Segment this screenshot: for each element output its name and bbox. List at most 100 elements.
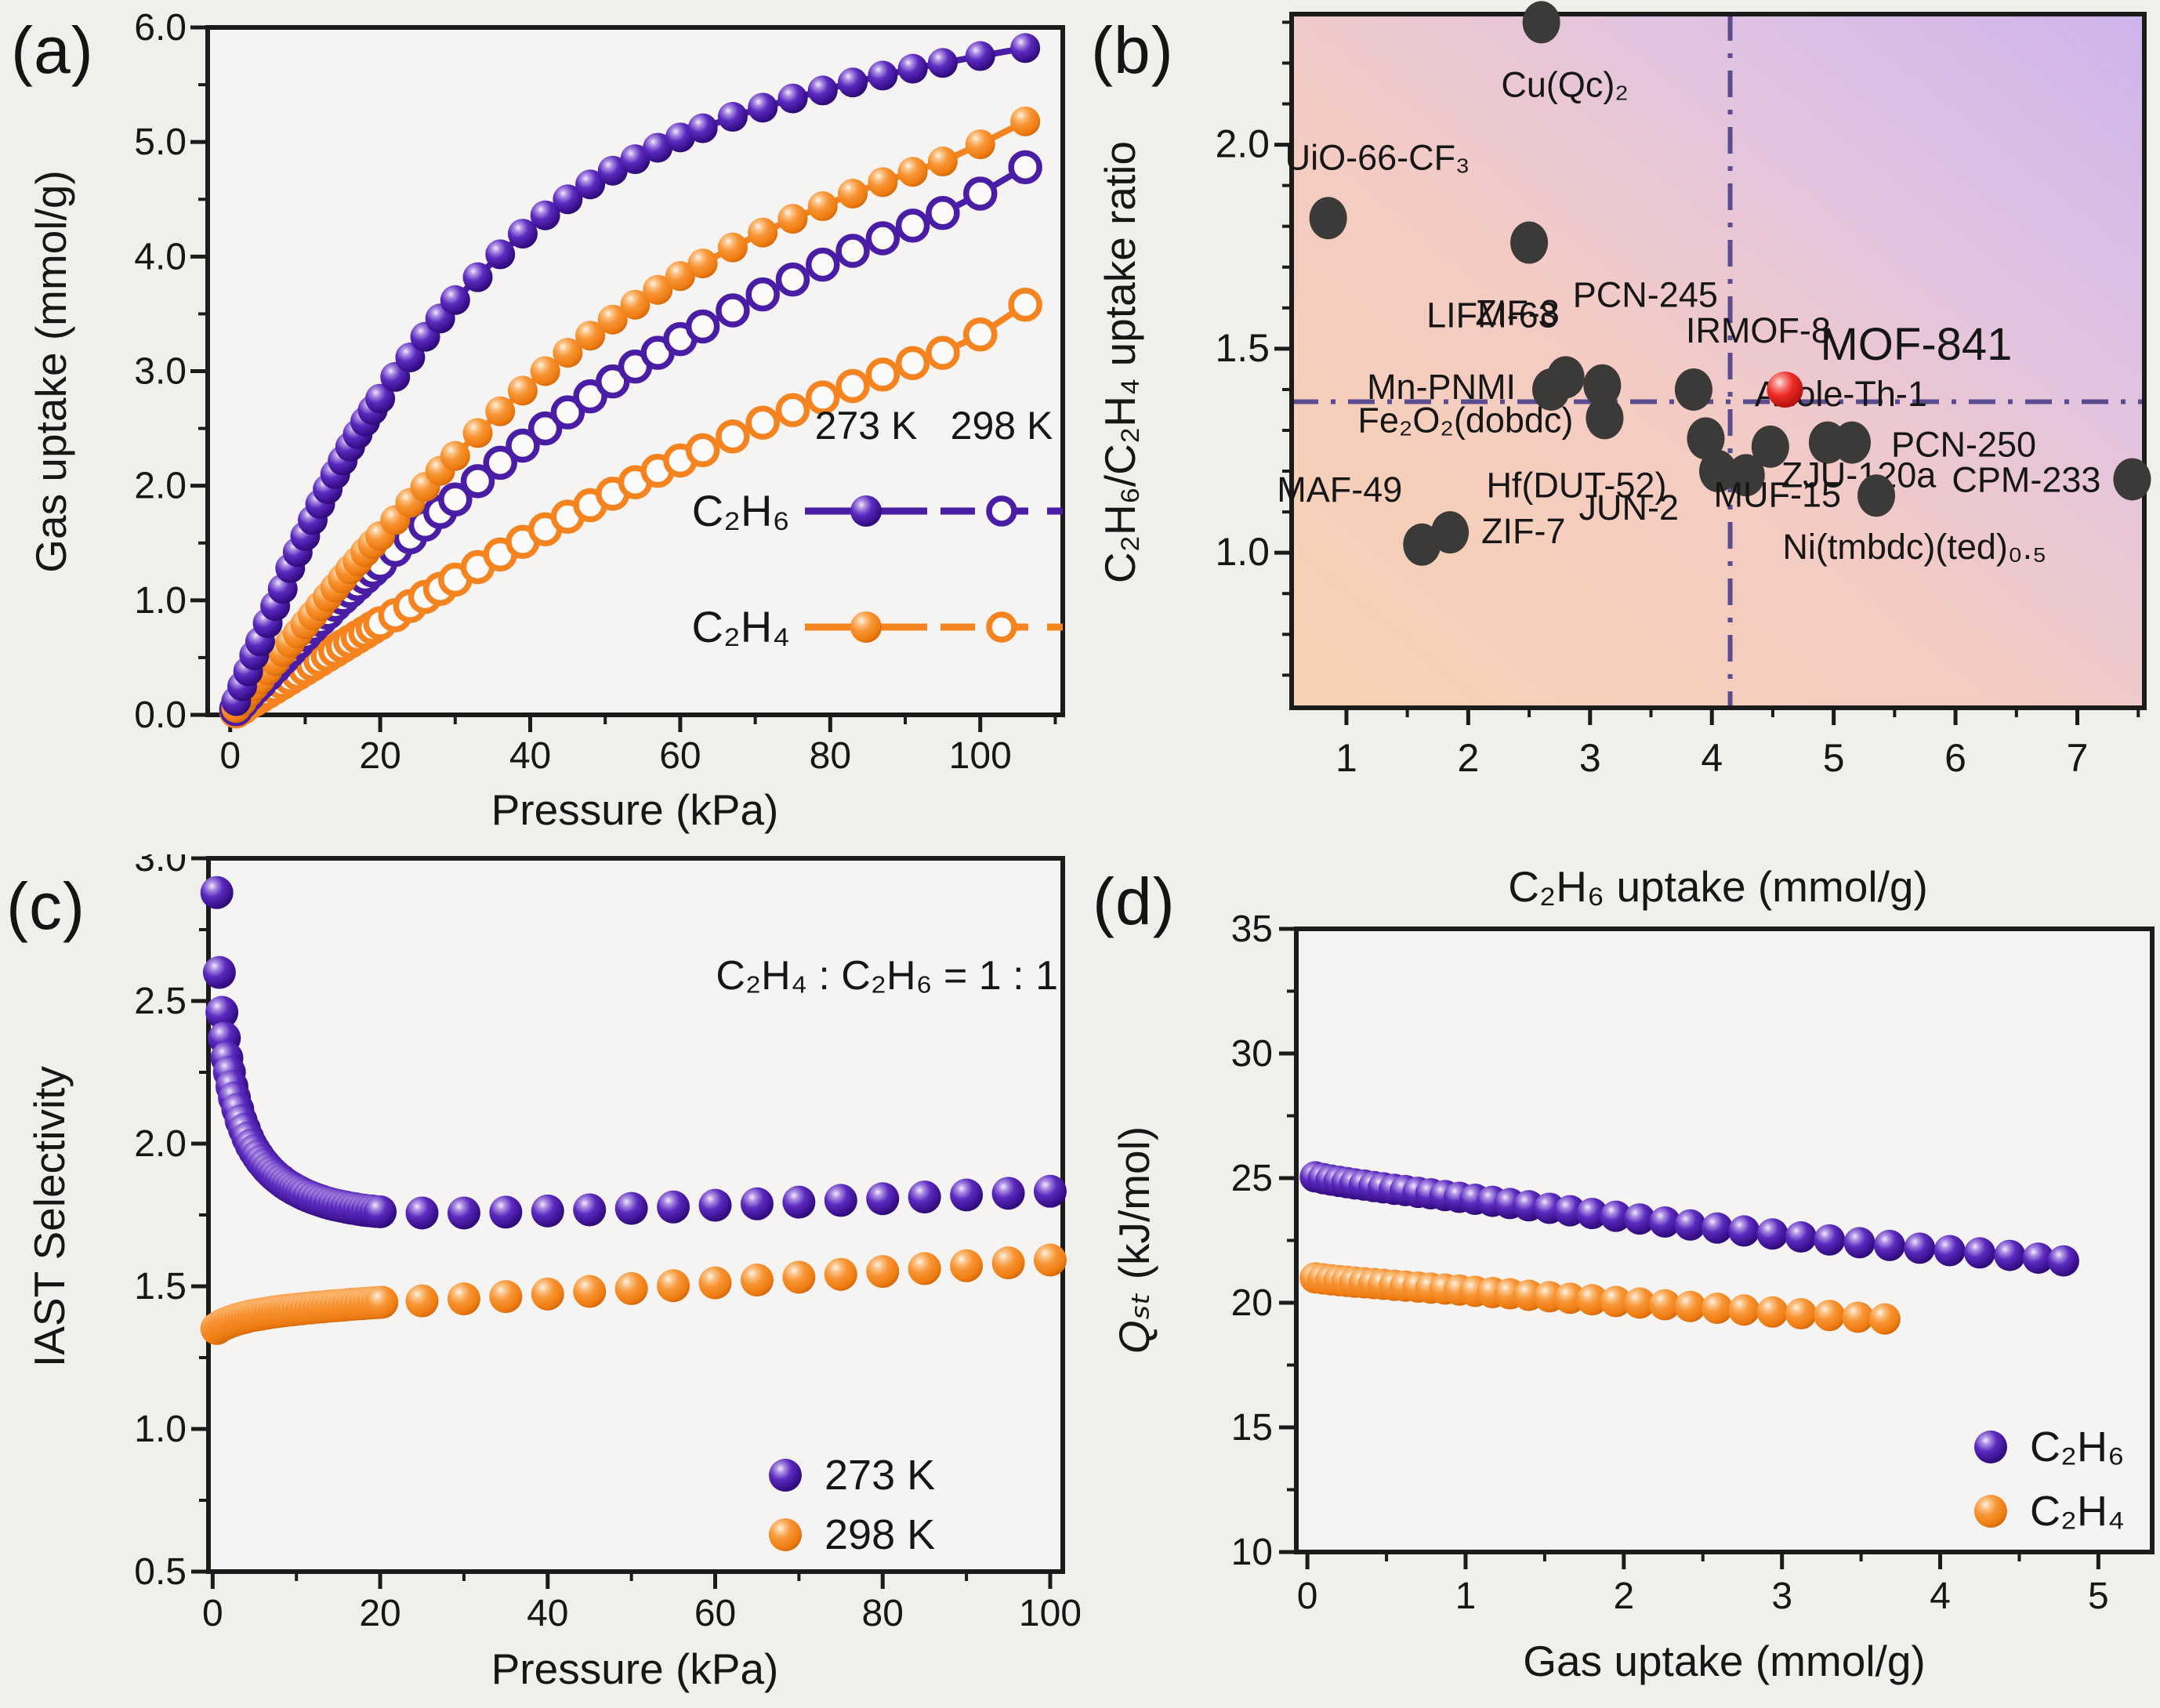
svg-text:60: 60: [659, 735, 701, 777]
svg-text:80: 80: [862, 1593, 904, 1634]
svg-text:10: 10: [1231, 1532, 1273, 1573]
svg-text:C₂H₄: C₂H₄: [692, 602, 790, 651]
svg-text:298 K: 298 K: [824, 1511, 935, 1558]
svg-text:C₂H₆: C₂H₆: [692, 486, 790, 535]
svg-text:1: 1: [1336, 736, 1357, 780]
svg-text:25: 25: [1231, 1158, 1273, 1199]
svg-text:2.0: 2.0: [134, 1123, 187, 1165]
mof-label: ZIF-8: [1475, 293, 1560, 333]
svg-text:3: 3: [1771, 1576, 1792, 1617]
svg-text:C₂H₆: C₂H₆: [2030, 1423, 2125, 1470]
mof-label: ZIF-7: [1481, 511, 1566, 551]
svg-text:20: 20: [359, 735, 400, 777]
svg-text:3.0: 3.0: [134, 854, 187, 879]
mof-label: IRMOF-8: [1686, 310, 1831, 350]
series-d-orange-filled: [1299, 1262, 1901, 1335]
svg-text:30: 30: [1231, 1033, 1273, 1075]
xlabel-b: C₂H₆ uptake (mmol/g): [1508, 862, 1928, 911]
svg-text:7: 7: [2067, 736, 2089, 780]
svg-text:1.0: 1.0: [134, 580, 187, 622]
svg-text:0: 0: [202, 1593, 223, 1634]
ylabel-b: C₂H₆/C₂H₄ uptake ratio: [1096, 141, 1144, 583]
svg-text:273 K: 273 K: [815, 404, 918, 448]
svg-text:0.0: 0.0: [134, 694, 187, 736]
series-a-purple-filled: [221, 33, 1041, 716]
svg-text:2.0: 2.0: [134, 466, 187, 507]
mof-label: UiO-66-CF₃: [1285, 137, 1470, 177]
mof-label: MAF-49: [1277, 470, 1402, 509]
axes-a: 0 20 40 60 80 100 0.0 1.0 2.0 3.0 4.0 5.0 6.0 Pressur…: [27, 7, 1065, 834]
svg-text:0: 0: [219, 735, 241, 777]
mof-label: Mn-PNMI: [1367, 367, 1516, 407]
svg-text:2.5: 2.5: [134, 981, 187, 1022]
panel-d-letter: (d): [1093, 865, 1176, 938]
svg-text:80: 80: [810, 735, 851, 777]
svg-text:6: 6: [1944, 736, 1966, 780]
series-a-orange-open: [219, 287, 1042, 729]
ylabel-c: IAST Selectivity: [25, 1065, 74, 1367]
panel-c-letter: (c): [6, 869, 85, 943]
axes-b: 1 2 3 4 5 6 7 1.0 1.5 2.0 C₂H₆ uptake (mmol/g) C₂H₆…: [1096, 12, 2147, 911]
mof-label: MUF-15: [1714, 474, 1842, 514]
svg-text:4: 4: [1930, 1576, 1951, 1617]
svg-text:2: 2: [1457, 736, 1479, 780]
mof-label: Cu(Qc)₂: [1501, 64, 1628, 104]
xlabel-c: Pressure (kPa): [491, 1645, 779, 1693]
mof-label: PCN-250: [1891, 425, 2036, 465]
axes-c: 0 20 40 60 80 100 0.5 1.0 1.5 2.0 2.5 3.0 Pressure (…: [25, 854, 1080, 1693]
svg-text:0.5: 0.5: [134, 1551, 187, 1593]
svg-text:20: 20: [1231, 1282, 1273, 1324]
xlabel-a: Pressure (kPa): [491, 785, 779, 834]
svg-text:40: 40: [527, 1593, 568, 1634]
mof-label: Hf(DUT-52): [1486, 465, 1666, 505]
svg-text:1.5: 1.5: [1215, 326, 1270, 370]
svg-text:35: 35: [1231, 908, 1273, 950]
legend-c: 273 K 298 K: [769, 1452, 935, 1558]
panel-a-letter: (a): [11, 13, 94, 87]
panel-a-chart: 0 20 40 60 80 100 0.0 1.0 2.0 3.0 4.0 5.0 6.0 Pressur…: [27, 7, 1065, 834]
panel-b-letter: (b): [1091, 13, 1174, 87]
svg-text:1.0: 1.0: [1215, 530, 1270, 574]
mof-label: CPM-233: [1952, 459, 2100, 499]
svg-text:5.0: 5.0: [134, 121, 187, 163]
svg-text:1.0: 1.0: [134, 1409, 187, 1450]
svg-text:298 K: 298 K: [951, 404, 1053, 448]
svg-text:1.5: 1.5: [134, 1266, 187, 1307]
svg-text:0: 0: [1297, 1576, 1318, 1617]
axes-d: 0 1 2 3 4 5 10 15 20 25 30 35 Gas uptake (mmol/g) Qₛₜ…: [1110, 908, 2155, 1685]
mof-label: Fe₂O₂(dobdc): [1357, 400, 1573, 440]
ylabel-d: Qₛₜ (kJ/mol): [1110, 1126, 1158, 1354]
svg-text:2: 2: [1613, 1576, 1634, 1617]
mof-label: JUN-2: [1578, 488, 1679, 528]
mof-label: LIFM-63: [1426, 295, 1558, 335]
mof-841-label: MOF-841: [1820, 319, 2012, 370]
svg-text:15: 15: [1231, 1407, 1273, 1449]
svg-text:4.0: 4.0: [134, 236, 187, 277]
series-c-orange-filled: [200, 1243, 1067, 1345]
series-d-purple-filled: [1299, 1161, 2079, 1277]
legend-a: 273 K 298 K C₂H₆ C₂H₄: [692, 404, 1063, 651]
svg-text:5: 5: [1823, 736, 1845, 780]
svg-text:1: 1: [1455, 1576, 1477, 1617]
svg-text:3: 3: [1579, 736, 1601, 780]
ylabel-a: Gas uptake (mmol/g): [27, 170, 75, 573]
svg-text:2.0: 2.0: [1215, 122, 1270, 166]
legend-d: C₂H₆ C₂H₄: [1974, 1423, 2125, 1535]
svg-text:273 K: 273 K: [824, 1452, 935, 1499]
svg-text:60: 60: [694, 1593, 736, 1634]
svg-text:40: 40: [509, 735, 551, 777]
svg-text:3.0: 3.0: [134, 351, 187, 393]
panel-d-chart: 0 1 2 3 4 5 10 15 20 25 30 35 Gas uptake (mmol/g) Qₛₜ…: [1110, 908, 2155, 1685]
mof-label: Ni(tmbdc)(ted)₀.₅: [1782, 527, 2046, 567]
panel-b-chart: 1 2 3 4 5 6 7 1.0 1.5 2.0 C₂H₆ uptake (mmol/g) C₂H₆…: [1096, 1, 2151, 911]
panel-c-chart: 0 20 40 60 80 100 0.5 1.0 1.5 2.0 2.5 3.0 Pressure (…: [25, 854, 1080, 1693]
series-c-purple-filled: [200, 876, 1067, 1230]
xlabel-d: Gas uptake (mmol/g): [1523, 1637, 1926, 1685]
svg-text:20: 20: [359, 1593, 400, 1634]
svg-text:5: 5: [2088, 1576, 2109, 1617]
svg-text:4: 4: [1701, 736, 1723, 780]
annotation-c: C₂H₄ : C₂H₆ = 1 : 1: [716, 953, 1058, 999]
svg-text:100: 100: [949, 735, 1012, 777]
